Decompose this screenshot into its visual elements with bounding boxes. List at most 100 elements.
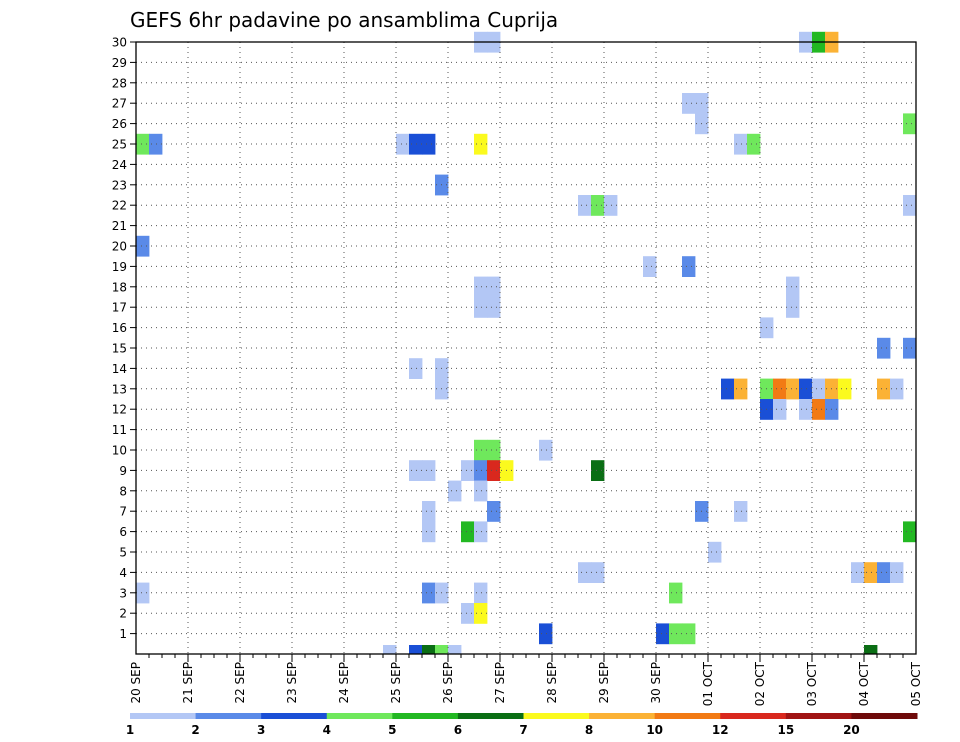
x-tick-label: 30 SEP: [649, 662, 663, 704]
colorbar-segment: [457, 713, 524, 719]
heatmap-cell: [409, 645, 423, 655]
heatmap-cell: [474, 480, 488, 502]
colorbar-segment: [130, 713, 197, 719]
x-tick-label: 04 OCT: [857, 661, 871, 706]
x-tick-label: 02 OCT: [753, 661, 767, 706]
heatmap-cell: [474, 439, 488, 461]
colorbar-segment: [261, 713, 328, 719]
heatmap-cell: [643, 256, 657, 277]
heatmap-cell: [591, 460, 605, 481]
heatmap-cell: [864, 562, 878, 583]
heatmap-cell: [903, 113, 917, 135]
y-tick-label: 6: [119, 525, 127, 539]
heatmap-cell: [734, 133, 748, 155]
heatmap-cell: [903, 195, 917, 216]
heatmap-cell: [487, 297, 501, 318]
heatmap-cell: [539, 623, 553, 645]
heatmap-cell: [422, 582, 436, 604]
heatmap-cell: [422, 645, 436, 655]
colorbar-segment: [785, 713, 852, 719]
y-tick-label: 11: [112, 423, 127, 437]
heatmap-cell: [708, 541, 722, 563]
heatmap-cell: [539, 439, 553, 461]
heatmap-cell: [474, 521, 488, 543]
x-tick-label: 21 SEP: [181, 662, 195, 704]
colorbar-label: 4: [323, 723, 331, 737]
heatmap-cell: [773, 399, 787, 420]
heatmap-cell: [734, 378, 748, 400]
y-tick-label: 4: [119, 566, 127, 580]
heatmap-cell: [474, 603, 488, 624]
heatmap-cell: [409, 460, 423, 481]
x-tick-label: 23 SEP: [285, 662, 299, 704]
heatmap-cell: [136, 582, 150, 604]
heatmap-cells: [136, 31, 917, 655]
colorbar-segment: [589, 713, 656, 719]
y-tick-label: 20: [112, 240, 127, 254]
y-tick-label: 23: [112, 178, 127, 192]
heatmap-cell: [136, 235, 150, 257]
heatmap-cell: [487, 276, 501, 298]
y-tick-label: 8: [119, 484, 127, 498]
heatmap-cell: [474, 133, 488, 155]
colorbar-label: 10: [646, 723, 663, 737]
y-tick-label: 19: [112, 260, 127, 274]
heatmap-cell: [409, 133, 423, 155]
heatmap-cell: [136, 133, 150, 155]
colorbar-label: 6: [454, 723, 462, 737]
heatmap-cell: [435, 645, 449, 655]
x-tick-label: 26 SEP: [441, 662, 455, 704]
colorbar-label: 20: [843, 723, 860, 737]
heatmap-cell: [474, 460, 488, 481]
y-tick-label: 28: [112, 76, 127, 90]
colorbar-label: 7: [519, 723, 527, 737]
x-tick-label: 27 SEP: [493, 662, 507, 704]
colorbar-segment: [392, 713, 459, 719]
heatmap-cell: [474, 297, 488, 318]
y-tick-label: 16: [112, 321, 127, 335]
heatmap-cell: [903, 337, 917, 359]
y-axis: 1234567891011121314151617181920212223242…: [112, 36, 136, 641]
colorbar-label: 3: [257, 723, 265, 737]
x-tick-label: 03 OCT: [805, 661, 819, 706]
heatmap-cell: [461, 603, 475, 624]
y-tick-label: 5: [119, 546, 127, 560]
heatmap-cell: [591, 195, 605, 216]
heatmap-cell: [682, 623, 696, 645]
y-tick-label: 18: [112, 280, 127, 294]
y-tick-label: 30: [112, 36, 127, 50]
heatmap-cell: [487, 439, 501, 461]
heatmap-cell: [682, 256, 696, 277]
colorbar-segment: [720, 713, 787, 719]
x-tick-label: 20 SEP: [129, 662, 143, 704]
heatmap-cell: [448, 645, 462, 655]
colorbar-segment: [523, 713, 590, 719]
y-tick-label: 13: [112, 382, 127, 396]
x-tick-label: 22 SEP: [233, 662, 247, 704]
heatmap-cell: [838, 378, 852, 400]
heatmap-cell: [786, 276, 800, 298]
x-axis: 20 SEP 21 SEP 22 SEP 23 SEP 24 SEP 25 SEP 26 S…: [129, 654, 923, 706]
heatmap-cell: [578, 195, 592, 216]
colorbar-label: 1: [126, 723, 134, 737]
heatmap-cell: [747, 133, 761, 155]
colorbar-segment: [195, 713, 262, 719]
x-tick-label: 29 SEP: [597, 662, 611, 704]
heatmap-cell: [396, 133, 410, 155]
y-tick-label: 12: [112, 403, 127, 417]
colorbar-label: 8: [585, 723, 593, 737]
heatmap-cell: [422, 460, 436, 481]
heatmap-cell: [864, 645, 878, 655]
y-tick-label: 25: [112, 138, 127, 152]
heatmap-cell: [786, 378, 800, 400]
heatmap-cell: [669, 623, 683, 645]
x-tick-label: 24 SEP: [337, 662, 351, 704]
x-tick-label: 05 OCT: [909, 661, 923, 706]
heatmap-cell: [721, 378, 735, 400]
y-tick-label: 3: [119, 586, 127, 600]
y-tick-label: 10: [112, 444, 127, 458]
heatmap-cell: [487, 501, 501, 522]
heatmap-cell: [903, 521, 917, 543]
heatmap-cell: [799, 399, 813, 420]
heatmap-cell: [422, 521, 436, 543]
